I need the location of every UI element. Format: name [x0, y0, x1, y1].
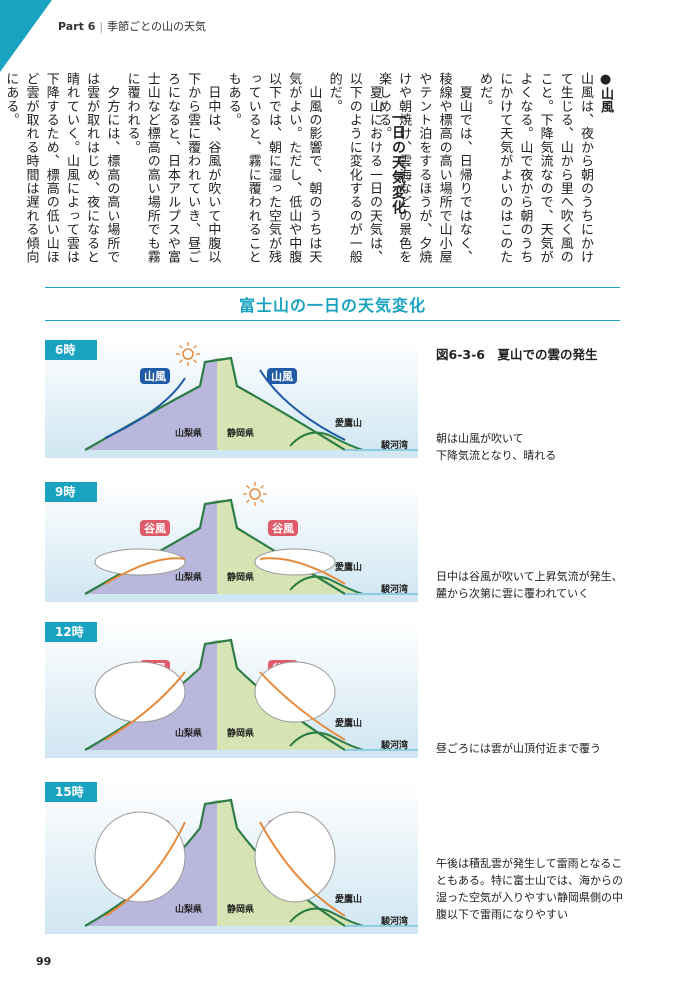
label-shizuoka: 静岡県: [227, 903, 254, 915]
label-suruga: 駿河湾: [381, 915, 408, 927]
yamakaze-right-label: 山風: [271, 369, 293, 383]
panel-caption: 午後は積乱雲が発生して雷雨となることもある。特に富士山では、海からの湿った空気が…: [436, 857, 623, 921]
section-rule-bottom: [45, 320, 620, 321]
mountain-yamanashi-side: [85, 640, 217, 750]
label-yamanashi: 山梨県: [175, 903, 202, 915]
daily-weather-body: 夏山における一日の天気は、以下のように変化するのが一般的だ。 山風の影響で、朝の…: [3, 72, 382, 264]
figure-title: 図6-3-6 夏山での雲の発生: [436, 347, 598, 362]
yamakaze-left-badge: [140, 368, 170, 384]
yamakaze-right-badge: [267, 368, 297, 384]
yamakaze-heading: ●山風: [598, 72, 613, 113]
page-number: 99: [36, 955, 52, 968]
time-badge: 9時: [45, 482, 97, 502]
label-yamanashi: 山梨県: [175, 571, 202, 583]
panel-caption: 昼ごろには雲が山頂付近まで覆う: [436, 742, 601, 755]
panel-caption: 朝は山風が吹いて 下降気流となり、晴れる: [436, 432, 557, 462]
ashitaka-hill: [289, 575, 364, 595]
mountain-shizuoka-side: [217, 358, 345, 450]
time-badge: 15時: [45, 782, 97, 802]
label-shizuoka: 静岡県: [227, 727, 254, 739]
ashitaka-hill: [289, 731, 364, 751]
label-ashitaka: 愛鷹山: [335, 893, 362, 905]
mountain-yamanashi-side: [85, 500, 217, 594]
tanikaze-right-label: 谷風: [272, 521, 294, 535]
label-ashitaka: 愛鷹山: [335, 561, 362, 573]
mountain-shizuoka-side: [217, 500, 345, 594]
label-ashitaka: 愛鷹山: [335, 717, 362, 729]
daily-weather-heading: 一日の天気変化: [390, 110, 406, 215]
mountain-yamanashi-side: [85, 358, 217, 450]
upslope-wind-arrows: [104, 557, 346, 585]
panel-1: 山梨県 静岡県 愛鷹山駿河湾 山風 山風 6時: [45, 340, 418, 458]
mountain-yamanashi-side: [85, 800, 217, 926]
upslope-wind-arrows: [104, 821, 346, 917]
cloud-mass: [94, 811, 336, 903]
corner-tab: [0, 0, 52, 72]
yamakaze-body: 山風は、夜から朝のうちにかけて生じる、山から里へ吹く風のこと。下降気流なので、天…: [375, 72, 593, 264]
label-shizuoka: 静岡県: [227, 571, 254, 583]
tanikaze-right-badge: [268, 520, 298, 536]
mountain-shizuoka-side: [217, 640, 345, 750]
tanikaze-left-badge: [140, 520, 170, 536]
section-rule-top: [45, 287, 620, 288]
cloud-mass: [94, 661, 336, 723]
ashitaka-hill: [289, 907, 364, 927]
yamakaze-left-label: 山風: [144, 369, 166, 383]
sun-icon: [243, 482, 267, 506]
label-shizuoka: 静岡県: [227, 427, 254, 439]
part-label: Part 6: [58, 20, 96, 33]
sun-icon: [176, 342, 200, 366]
panel-caption: 日中は谷風が吹いて上昇気流が発生、 麓から次第に雲に覆われていく: [436, 570, 623, 600]
panel-2: 山梨県 静岡県 愛鷹山駿河湾 谷風 谷風 9時: [45, 482, 418, 602]
tanikaze-left-label: 谷風: [144, 521, 166, 535]
time-badge: 6時: [45, 340, 97, 360]
label-suruga: 駿河湾: [381, 583, 408, 595]
label-yamanashi: 山梨県: [175, 427, 202, 439]
ashitaka-hill: [289, 431, 364, 451]
upslope-wind-arrows: [104, 671, 346, 741]
label-yamanashi: 山梨県: [175, 727, 202, 739]
label-suruga: 駿河湾: [381, 739, 408, 751]
label-ashitaka: 愛鷹山: [335, 417, 362, 429]
section-title: 富士山の一日の天気変化: [238, 296, 426, 315]
downslope-wind-arrows: [104, 369, 346, 441]
running-header: Part 6 | 季節ごとの山の天気: [58, 20, 206, 33]
label-suruga: 駿河湾: [381, 439, 408, 451]
mountain-shizuoka-side: [217, 800, 345, 926]
time-badge: 12時: [45, 622, 97, 642]
section-label: 季節ごとの山の天気: [107, 20, 206, 33]
